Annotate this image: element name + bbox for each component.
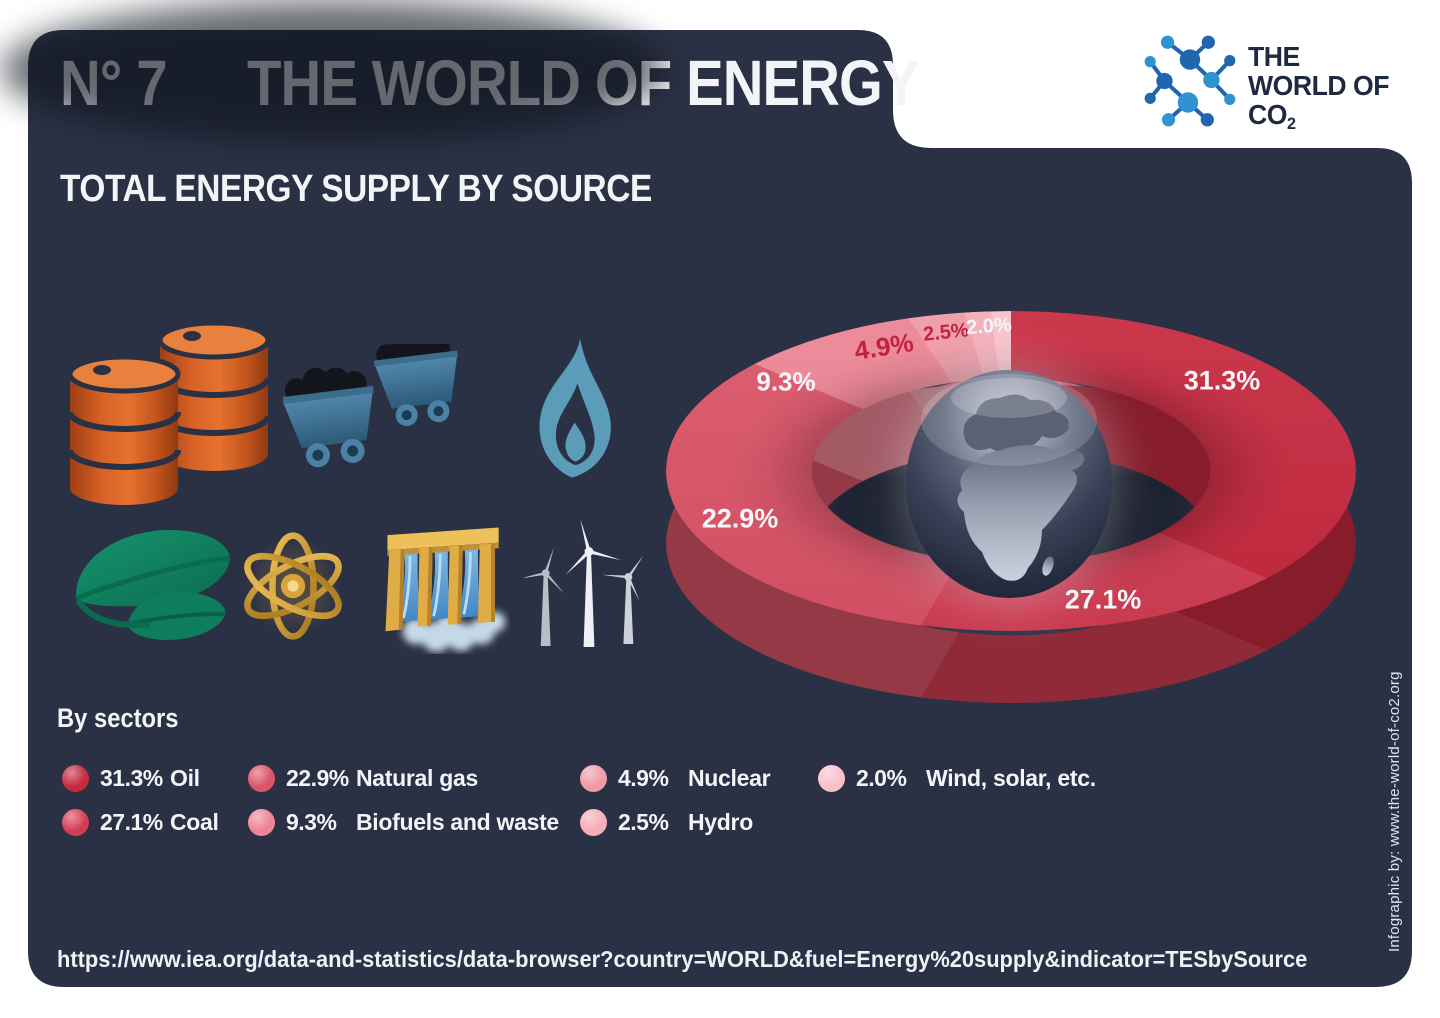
co2-molecule-icon (1144, 35, 1236, 127)
legend-item-oil: 31.3% Oil (62, 763, 200, 793)
page-subtitle: TOTAL ENERGY SUPPLY BY SOURCE (60, 168, 652, 210)
hydro-dam-icon (385, 527, 506, 652)
chart-label-hydro: 2.5% (922, 319, 970, 346)
chart-label-coal: 27.1% (1064, 584, 1142, 615)
legend-dot-coal (62, 808, 89, 836)
legend-item-biofuels: 9.3% Biofuels and waste (248, 807, 559, 837)
donut-shadow (0, 0, 665, 140)
oil-barrels-icon (70, 320, 271, 505)
logo-wordmark: THE WORLD OF CO2 (1248, 41, 1390, 133)
legend-dot-nuclear (580, 764, 607, 792)
biofuel-leaves-icon (75, 529, 231, 640)
wind-turbines-icon (524, 519, 644, 647)
legend-item-nuclear: 4.9% Nuclear (580, 763, 771, 793)
chart-label-oil: 31.3% (1183, 365, 1261, 396)
legend-dot-hydro (580, 808, 607, 836)
credit-text: Infographic by: www.the-world-of-co2.org (1386, 671, 1403, 952)
coal-carts-icon (283, 344, 458, 468)
legend-dot-oil (62, 764, 89, 792)
globe-icon (906, 370, 1112, 598)
legend-heading: By sectors (57, 703, 179, 733)
nuclear-atom-icon (244, 532, 342, 640)
chart-label-biofuels: 9.3% (756, 366, 816, 397)
legend-item-hydro: 2.5% Hydro (580, 807, 753, 837)
chart-label-natural-gas: 22.9% (701, 503, 779, 534)
chart-label-wind-solar: 2.0% (965, 313, 1013, 340)
legend-item-wind-solar: 2.0% Wind, solar, etc. (818, 763, 1096, 793)
gas-flame-icon (539, 338, 611, 478)
legend-dot-natural-gas (248, 764, 275, 792)
legend-item-natural-gas: 22.9% Natural gas (248, 763, 478, 793)
legend-dot-biofuels (248, 808, 275, 836)
legend-dot-wind-solar (818, 764, 845, 792)
legend-item-coal: 27.1% Coal (62, 807, 219, 837)
source-url: https://www.iea.org/data-and-statistics/… (57, 946, 1308, 972)
